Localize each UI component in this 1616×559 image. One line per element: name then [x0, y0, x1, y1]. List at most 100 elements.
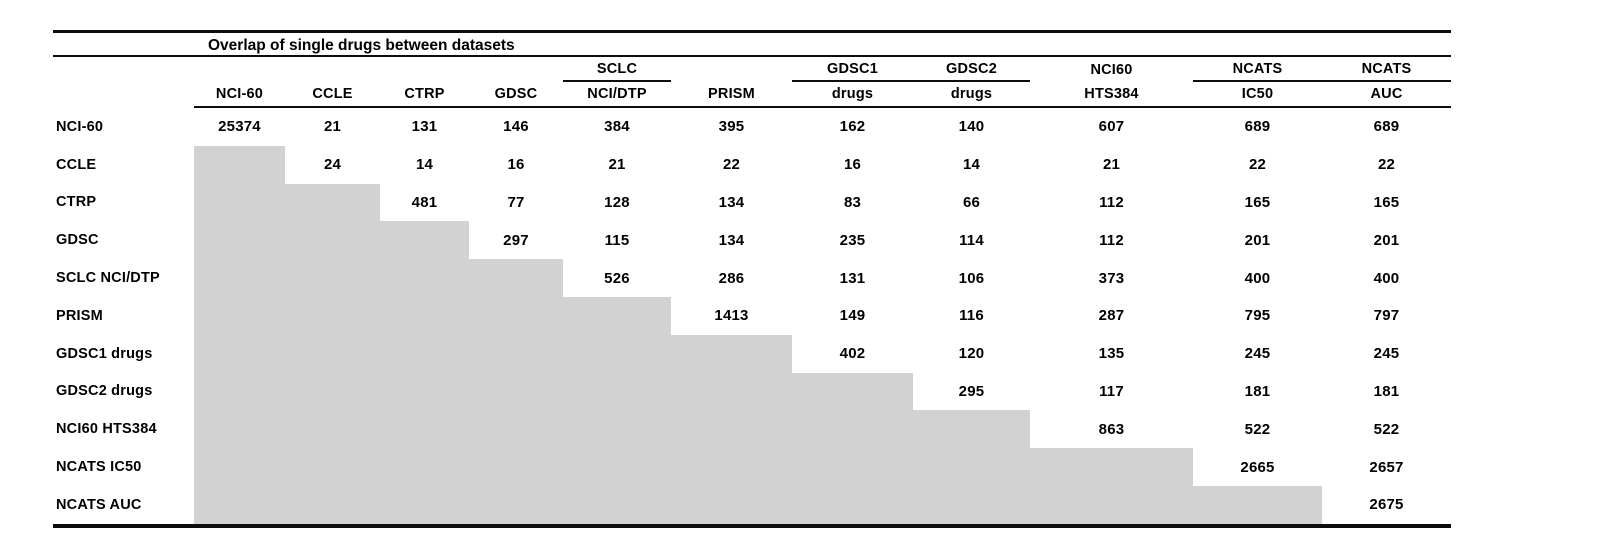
data-cell: 607	[1098, 118, 1125, 136]
column-group-empty	[194, 57, 285, 82]
data-cell: 112	[1099, 231, 1124, 249]
masked-cell	[1193, 485, 1322, 524]
masked-cell	[563, 410, 671, 449]
data-cell: 24	[323, 156, 342, 174]
data-cell: 201	[1373, 231, 1400, 249]
column-header: NCI/DTP	[563, 82, 671, 108]
masked-cell	[285, 183, 380, 222]
masked-cell	[469, 372, 563, 411]
masked-cell	[671, 372, 792, 411]
masked-cell	[563, 485, 671, 524]
masked-cell	[285, 448, 380, 486]
column-group-header: GDSC1	[792, 57, 913, 82]
masked-cell	[469, 448, 563, 486]
column-group-header: NCATS	[1322, 57, 1451, 82]
data-cell: 146	[503, 118, 529, 136]
column-header: drugs	[792, 82, 913, 108]
masked-cell	[285, 485, 380, 524]
overlap-table-grid: SCLC GDSC1 GDSC2 NCI60 NCATS NCATS NCI-60 CCLE C…	[53, 57, 1451, 524]
data-cell: 66	[962, 193, 981, 211]
row-label: NCATS IC50	[56, 459, 142, 476]
masked-cell	[194, 296, 285, 335]
data-cell: 384	[604, 118, 630, 136]
masked-cell	[194, 145, 285, 184]
data-cell: 120	[958, 345, 985, 363]
data-cell: 16	[843, 156, 862, 174]
masked-cell	[194, 221, 285, 260]
masked-cell	[913, 485, 1030, 524]
data-cell: 181	[1373, 382, 1400, 400]
masked-cell	[285, 372, 380, 411]
masked-cell	[563, 296, 671, 335]
data-cell: 522	[1244, 420, 1271, 438]
masked-cell	[194, 259, 285, 297]
masked-cell	[469, 259, 563, 297]
data-cell: 373	[1098, 269, 1125, 287]
data-cell: 286	[718, 269, 745, 287]
masked-cell	[380, 448, 469, 486]
column-group-header: NCATS	[1193, 57, 1322, 82]
data-cell: 114	[959, 231, 984, 249]
header-top-spacer	[53, 57, 194, 82]
data-cell: 201	[1244, 231, 1271, 249]
column-group-empty	[380, 57, 469, 82]
masked-cell	[194, 448, 285, 486]
data-cell: 22	[1248, 156, 1267, 174]
masked-cell	[913, 410, 1030, 449]
data-cell: 117	[1099, 382, 1124, 400]
masked-cell	[285, 221, 380, 260]
data-cell: 25374	[218, 118, 261, 136]
row-label: GDSC1 drugs	[56, 345, 153, 362]
data-cell: 135	[1098, 345, 1125, 363]
data-cell: 522	[1373, 420, 1400, 438]
masked-cell	[380, 334, 469, 373]
row-label: NCATS AUC	[56, 496, 142, 513]
row-label: GDSC	[56, 232, 99, 249]
masked-cell	[671, 410, 792, 449]
data-cell: 134	[718, 231, 745, 249]
data-cell: 140	[958, 118, 985, 136]
row-label: PRISM	[56, 307, 103, 324]
data-cell: 245	[1244, 345, 1271, 363]
data-cell: 2665	[1240, 458, 1275, 476]
column-header: AUC	[1322, 82, 1451, 108]
column-group-header: NCI60	[1090, 61, 1133, 78]
data-cell: 162	[839, 118, 866, 136]
overlap-table: Overlap of single drugs between datasets…	[53, 30, 1451, 528]
data-cell: 83	[843, 193, 862, 211]
masked-cell	[469, 296, 563, 335]
masked-cell	[380, 372, 469, 411]
data-cell: 481	[411, 193, 438, 211]
masked-cell	[194, 372, 285, 411]
masked-cell	[1030, 448, 1193, 486]
column-header: HTS384	[1030, 82, 1193, 108]
masked-cell	[563, 448, 671, 486]
data-cell: 400	[1244, 269, 1271, 287]
masked-cell	[469, 410, 563, 449]
data-cell: 526	[604, 269, 630, 287]
masked-cell	[913, 448, 1030, 486]
masked-cell	[285, 296, 380, 335]
data-cell: 245	[1373, 345, 1400, 363]
masked-cell	[469, 334, 563, 373]
data-cell: 21	[608, 156, 626, 174]
data-cell: 863	[1098, 420, 1125, 438]
data-cell: 112	[1099, 193, 1124, 211]
masked-cell	[671, 485, 792, 524]
column-group-header: SCLC	[563, 57, 671, 82]
masked-cell	[380, 296, 469, 335]
masked-cell	[380, 221, 469, 260]
column-header: GDSC	[469, 82, 563, 108]
row-label: GDSC2 drugs	[56, 383, 153, 400]
data-cell: 400	[1373, 269, 1400, 287]
data-cell: 235	[839, 231, 866, 249]
masked-cell	[563, 334, 671, 373]
data-cell: 395	[718, 118, 745, 136]
data-cell: 116	[959, 307, 984, 325]
column-header: PRISM	[671, 82, 792, 108]
masked-cell	[792, 448, 913, 486]
data-cell: 22	[722, 156, 741, 174]
masked-cell	[285, 259, 380, 297]
data-cell: 1413	[714, 307, 749, 325]
data-cell: 402	[839, 345, 866, 363]
